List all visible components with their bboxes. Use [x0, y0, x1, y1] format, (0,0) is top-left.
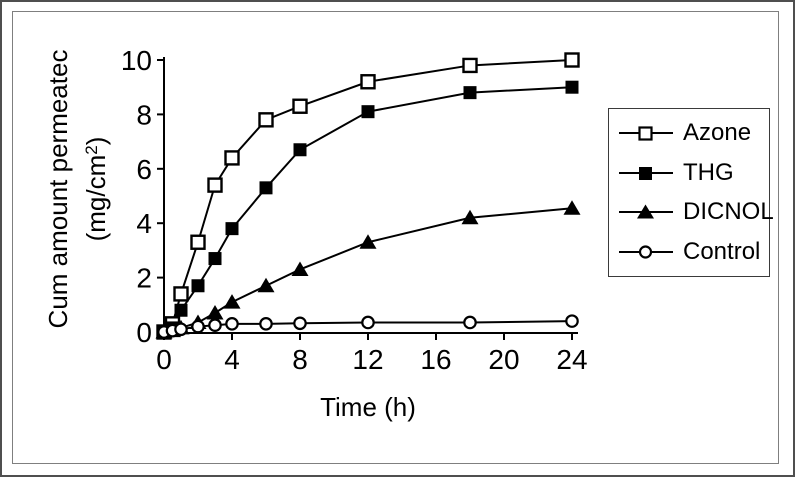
y-axis-unit: (mg/cm2)	[81, 136, 111, 242]
x-tick-label: 0	[156, 344, 172, 375]
legend-label: Control	[683, 238, 761, 266]
y-tick-label: 4	[136, 208, 152, 239]
x-tick-label: 4	[224, 344, 240, 375]
x-tick-label: 20	[488, 344, 519, 375]
y-tick-label: 6	[136, 154, 152, 185]
legend-item-dicnol: DICNOL	[618, 193, 774, 231]
series-line-dicnol	[163, 207, 573, 333]
y-axis-title-text: Cum amount permeatec	[43, 49, 73, 329]
series-line-azone	[163, 59, 573, 333]
legend-label: THG	[683, 158, 734, 186]
series-line-thg	[163, 86, 573, 333]
x-tick-label: 24	[556, 344, 587, 375]
legend: Azone THG DICNOL Control	[608, 108, 774, 277]
y-tick-label: 10	[121, 45, 152, 76]
x-tick-label: 8	[292, 344, 308, 375]
filled-square-marker-icon	[619, 166, 673, 180]
y-tick-label: 8	[136, 99, 152, 130]
legend-label: DICNOL	[683, 198, 774, 226]
series-markers-control	[157, 314, 579, 339]
superscript-2: 2	[82, 145, 101, 155]
x-axis-title: Time (h)	[320, 392, 416, 422]
open-square-marker-icon	[619, 126, 673, 141]
legend-label: Azone	[683, 118, 752, 146]
legend-item-control: Control	[618, 233, 769, 271]
series-markers-azone	[156, 52, 580, 340]
axes	[163, 57, 578, 334]
y-tick-label: 2	[136, 263, 152, 294]
y-axis-title: Cum amount permeatec (mg/cm2)	[42, 29, 112, 349]
y-tick-label: 0	[136, 317, 152, 348]
y-axis-ticks: 0 2 4 6 8 10	[121, 45, 164, 348]
x-tick-label: 12	[352, 344, 383, 375]
x-tick-label: 16	[420, 344, 451, 375]
legend-item-thg: THG	[618, 154, 769, 192]
filled-triangle-marker-icon	[619, 204, 673, 219]
series-markers-thg	[157, 80, 579, 339]
legend-item-azone: Azone	[618, 114, 769, 152]
open-circle-marker-icon	[619, 245, 673, 259]
x-axis-ticks: 0 4 8 12 16 20 24	[156, 333, 588, 375]
